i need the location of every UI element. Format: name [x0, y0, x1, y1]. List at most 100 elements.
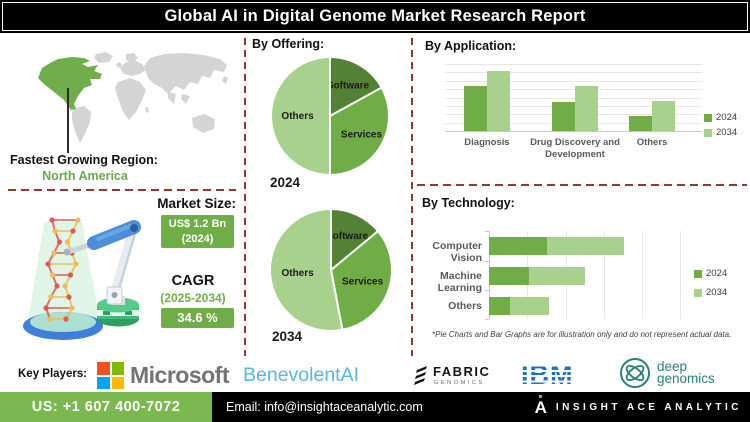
market-size-label: Market Size: — [157, 196, 236, 211]
map-africa — [115, 78, 146, 120]
legend-swatch — [704, 128, 712, 137]
category-label: Machine Learning — [437, 270, 482, 294]
phone-number: US: +1 607 400-7072 — [0, 392, 212, 422]
by-technology-chart: By Technology: *Pie Charts and Bar Graph… — [410, 186, 750, 362]
pie-slice-others — [270, 55, 331, 177]
pie-svg-2034: Software Services Others — [269, 207, 393, 332]
gridline — [445, 89, 702, 91]
gridline — [642, 231, 643, 319]
gridline — [445, 97, 702, 99]
legend-2024: 2024 — [694, 268, 727, 279]
benevolentai-logo: BenevolentAI — [243, 364, 360, 386]
separator-horizontal-right — [417, 184, 747, 186]
fabric-sub-wordmark: GENOMICS — [434, 380, 485, 386]
legend-swatch — [704, 113, 712, 122]
legend-2034: 2034 — [694, 287, 727, 298]
pie-slice-label: Services — [342, 276, 384, 287]
legend-2024: 2024 — [704, 112, 737, 123]
legend-label: 2034 — [706, 287, 728, 298]
deep-genomics-wordmark: deep genomics — [657, 358, 715, 386]
title-bar: Global AI in Digital Genome Market Resea… — [0, 0, 750, 33]
map-south-america — [72, 106, 91, 143]
cagr-period: (2025-2034) — [160, 291, 226, 305]
by-technology-title: By Technology: — [422, 196, 515, 210]
pie-slice-label: Others — [281, 268, 314, 279]
gridline — [445, 80, 702, 82]
cagr-value-badge: 34.6 % — [161, 308, 234, 328]
bar-computer-vision-2034 — [547, 237, 624, 255]
key-players-label: Key Players: — [18, 368, 88, 380]
separator-vertical-left — [244, 38, 246, 356]
by-offering-title: By Offering: — [252, 37, 325, 51]
category-label: Computer Vision — [432, 240, 482, 264]
bar-drug-discovery-and-development-2024 — [552, 101, 575, 131]
title-inner-frame: Global AI in Digital Genome Market Resea… — [2, 2, 748, 31]
bar-others-2024 — [629, 115, 652, 131]
bar-others-2024 — [489, 297, 511, 315]
category-label: Drug Discovery and Development — [530, 137, 620, 160]
pie-slice-label: Others — [281, 111, 314, 122]
microsoft-logo: Microsoft — [97, 362, 230, 389]
microsoft-icon — [97, 362, 124, 389]
map-europe — [120, 60, 146, 76]
axis-tick — [485, 319, 489, 320]
ibm-logo: IBM — [521, 361, 599, 389]
microsoft-tile — [111, 376, 124, 389]
axis-tick — [485, 231, 489, 232]
legend-label: 2024 — [706, 268, 728, 279]
map-pointer-line — [67, 88, 69, 153]
pie-slice-others — [269, 207, 344, 332]
separator-vertical-right — [411, 38, 413, 356]
gridline — [445, 72, 702, 74]
pie-slice-label: Software — [327, 81, 370, 92]
map-australia — [192, 114, 215, 133]
microsoft-tile — [97, 362, 110, 375]
bar-computer-vision-2024 — [489, 237, 548, 255]
pie-slice-software — [329, 55, 384, 118]
pie-chart-2034: Software Services Others — [267, 206, 395, 339]
pie-year-2034: 2034 — [272, 329, 303, 344]
by-application-title: By Application: — [425, 39, 517, 53]
category-label: Diagnosis — [464, 137, 510, 148]
fabric-icon — [414, 366, 427, 385]
market-size-year: (2024) — [181, 233, 214, 245]
map-greenland — [94, 52, 113, 63]
legend-swatch — [694, 269, 702, 278]
x-axis — [445, 131, 702, 132]
cagr-label: CAGR — [171, 273, 215, 289]
glow-cone — [28, 222, 100, 322]
microsoft-tile — [111, 362, 124, 375]
pie-slice-services — [329, 229, 393, 332]
market-size-value: US$ 1.2 Bn — [168, 218, 227, 230]
market-size-badge: US$ 1.2 Bn (2024) — [161, 215, 234, 248]
ibm-stripes-overlay — [521, 361, 599, 389]
microsoft-tile — [97, 376, 110, 389]
pie-svg-2024: Software Services Others — [270, 55, 390, 177]
bar-others-2034 — [510, 297, 549, 315]
map-asia — [144, 53, 227, 94]
separator-horizontal-left — [8, 189, 236, 191]
bar-diagnosis-2024 — [464, 86, 487, 131]
bar-diagnosis-2034 — [487, 70, 510, 131]
by-application-chart: By Application: Diagnosis Drug Discovery … — [410, 33, 750, 186]
report-title: Global AI in Digital Genome Market Resea… — [164, 7, 586, 25]
region-north-america — [38, 57, 102, 110]
category-label: Others — [448, 300, 482, 312]
deep-genomics-icon — [620, 358, 650, 388]
gridline — [680, 231, 682, 319]
pie-slice-label: Software — [326, 231, 369, 242]
disclaimer-note: *Pie Charts and Bar Graphs are for illus… — [432, 330, 732, 339]
microsoft-wordmark: Microsoft — [130, 362, 230, 388]
bar-drug-discovery-and-development-2034 — [575, 86, 598, 131]
dna-robot-illustration — [23, 217, 141, 340]
fabric-wordmark: FABRIC — [433, 364, 491, 379]
insight-ace-icon: A — [534, 394, 547, 417]
deep-genomics-logo: deep genomics — [618, 356, 715, 390]
pie-slice-services — [329, 86, 390, 177]
email-address: Email: info@insightaceanalytic.com — [226, 400, 423, 414]
axis-tick — [485, 290, 489, 291]
bar-machine-learning-2024 — [489, 267, 529, 285]
gridline — [603, 231, 605, 319]
fabric-genomics-logo: FABRIC GENOMICS — [413, 364, 490, 386]
